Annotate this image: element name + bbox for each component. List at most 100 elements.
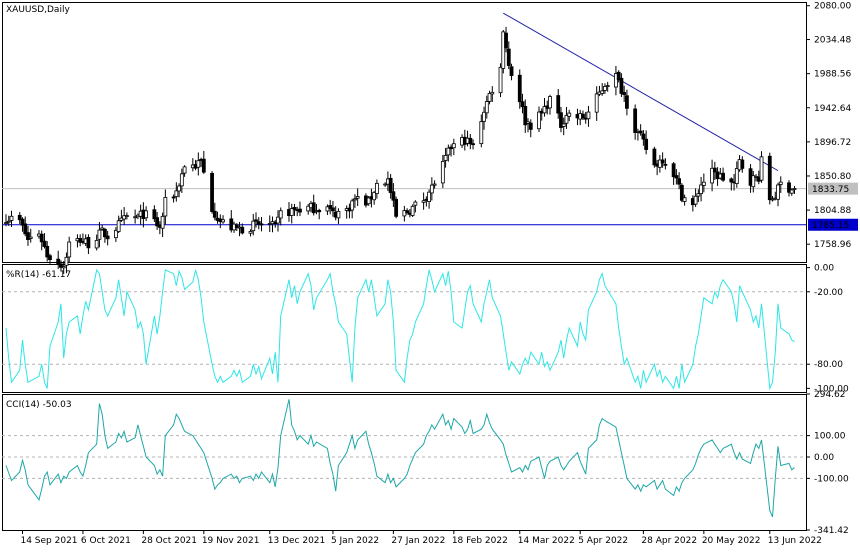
candle xyxy=(42,233,47,249)
candle-body xyxy=(600,90,605,94)
price-pane[interactable]: 2080.00 2034.48 1988.56 1942.64 1896.72 1850.… xyxy=(2,2,858,274)
candle xyxy=(479,114,484,148)
candle-body xyxy=(776,184,780,200)
candle xyxy=(421,192,426,210)
candle-body xyxy=(276,216,280,224)
candle-body xyxy=(210,173,214,212)
candle-body xyxy=(372,192,377,201)
candle xyxy=(657,155,662,173)
candle xyxy=(767,152,772,205)
candle-body xyxy=(729,178,734,183)
candle xyxy=(306,203,311,215)
candle-body xyxy=(196,160,201,168)
candle-body xyxy=(160,215,165,229)
candle xyxy=(487,90,492,105)
candle xyxy=(116,215,121,234)
cci-axis-tick-label: -100.00 xyxy=(814,474,849,484)
candle-body xyxy=(94,240,99,249)
candle-body xyxy=(674,175,679,179)
candle xyxy=(674,169,679,185)
candle-body xyxy=(113,229,118,239)
time-tick-label: 13 Jun 2022 xyxy=(768,536,822,546)
candle-body xyxy=(759,156,764,181)
price-axis-tick-label: 2034.48 xyxy=(814,36,851,46)
candle-body xyxy=(586,111,591,120)
candle-body xyxy=(559,112,563,128)
candle xyxy=(427,189,432,209)
candle-body xyxy=(405,210,410,214)
candle-body xyxy=(251,220,256,232)
candle-body xyxy=(355,196,360,199)
candle xyxy=(451,138,456,156)
candle xyxy=(537,106,541,132)
candle xyxy=(581,110,585,120)
candle-body xyxy=(564,115,569,124)
candle-body xyxy=(391,191,396,201)
time-tick-label: 28 Apr 2022 xyxy=(641,536,697,546)
candle xyxy=(616,70,621,83)
candle-body xyxy=(622,92,627,96)
candle xyxy=(163,189,168,225)
price-pane-frame xyxy=(2,2,807,263)
candle xyxy=(28,228,33,243)
candle xyxy=(526,118,530,133)
candle xyxy=(350,198,355,219)
candle xyxy=(17,212,22,224)
candle-body xyxy=(59,263,63,268)
candle xyxy=(292,203,297,216)
candle-body xyxy=(740,159,745,169)
candle-body xyxy=(657,159,662,168)
candle xyxy=(413,200,418,213)
candle-body xyxy=(556,95,561,114)
candle-body xyxy=(484,101,489,114)
price-axis-tick-label: 1988.56 xyxy=(814,70,851,80)
candle xyxy=(501,30,506,74)
candle-body xyxy=(504,32,508,49)
candle-body xyxy=(256,221,261,225)
candle-body xyxy=(614,73,618,88)
candle xyxy=(9,210,14,227)
williams-r-axis-tick-label: -100.00 xyxy=(814,384,849,394)
candle-body xyxy=(78,238,83,243)
candle xyxy=(355,188,360,207)
candle-body xyxy=(603,86,607,91)
candle xyxy=(26,225,30,246)
candle-body xyxy=(770,198,775,201)
candle xyxy=(331,200,335,217)
candle-body xyxy=(671,163,676,178)
candle-body xyxy=(61,266,66,269)
candle xyxy=(701,173,706,193)
candle-body xyxy=(789,189,794,194)
candle xyxy=(614,66,618,96)
williams-r-pane[interactable]: 0.00 -20.00 -80.00 -100.00 xyxy=(2,264,849,395)
candle-body xyxy=(17,214,22,221)
candle xyxy=(605,81,610,92)
candle xyxy=(446,144,451,162)
candle-body xyxy=(734,168,739,184)
candle xyxy=(100,224,105,231)
candle xyxy=(710,159,714,192)
candle-body xyxy=(366,197,371,205)
candle-body xyxy=(278,210,283,219)
candle-body xyxy=(155,217,160,227)
candle-body xyxy=(638,130,643,134)
candle xyxy=(660,152,665,168)
candle xyxy=(429,177,434,201)
candle xyxy=(182,165,187,177)
candle xyxy=(311,194,316,216)
candle-body xyxy=(67,241,72,258)
cci-pane[interactable]: 294.62 100.00 0.00 -100.00 -341.42 xyxy=(2,390,849,536)
candle-body xyxy=(721,172,725,181)
candle-body xyxy=(179,173,184,187)
time-tick-label: 5 Apr 2022 xyxy=(578,536,628,546)
candle-body xyxy=(712,167,717,173)
candle-body xyxy=(105,235,110,240)
candle xyxy=(56,250,61,269)
candle xyxy=(328,199,333,215)
time-axis: 14 Sep 2021 6 Oct 2021 28 Oct 2021 19 Nov 2… xyxy=(20,530,822,546)
candle-body xyxy=(498,66,503,94)
candle-body xyxy=(311,202,316,214)
candle xyxy=(6,215,11,226)
candle-body xyxy=(509,66,514,76)
